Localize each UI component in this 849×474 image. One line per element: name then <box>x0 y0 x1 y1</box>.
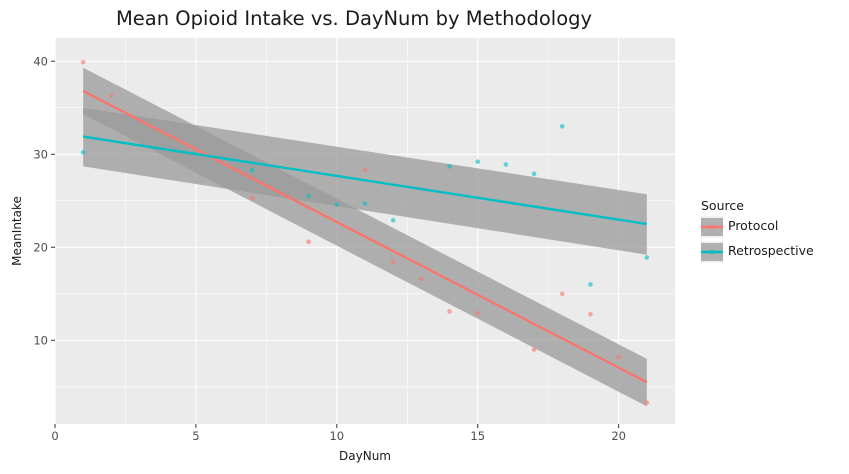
x-tick-label: 5 <box>192 429 199 443</box>
fit-line <box>82 135 648 226</box>
legend-label: Retrospective <box>728 243 814 258</box>
legend-key <box>701 241 723 263</box>
data-point <box>390 259 396 265</box>
fit-line <box>82 89 648 384</box>
data-point <box>531 347 537 352</box>
data-point <box>306 193 311 199</box>
fit-lines <box>82 89 648 384</box>
data-point <box>559 291 565 297</box>
legend-label: Protocol <box>728 218 778 233</box>
y-tick-label: 40 <box>33 54 48 68</box>
x-tick-label: 0 <box>51 429 58 443</box>
axes: 0 5 10 15 20 10 20 30 40 <box>33 54 626 443</box>
data-point <box>644 400 650 405</box>
data-points <box>80 59 650 405</box>
data-point <box>503 162 509 167</box>
data-point <box>588 282 593 287</box>
data-point <box>475 311 481 316</box>
data-point <box>249 195 255 201</box>
data-point <box>390 218 396 223</box>
y-tick-label: 30 <box>33 147 48 161</box>
legend-key-point <box>709 224 715 230</box>
y-tick-label: 20 <box>33 240 48 254</box>
data-point <box>475 159 481 165</box>
data-point <box>447 164 452 169</box>
legend-key <box>701 216 723 238</box>
x-tick-label: 20 <box>611 429 626 443</box>
x-tick-label: 15 <box>470 429 485 443</box>
y-axis-title: MeanIntake <box>10 196 24 266</box>
data-point <box>616 354 621 360</box>
data-point <box>80 150 86 155</box>
data-point <box>362 167 368 173</box>
x-axis-title: DayNum <box>339 449 391 463</box>
data-point <box>588 311 593 317</box>
legend-title: Source <box>701 198 744 213</box>
data-point <box>559 124 565 129</box>
data-point <box>249 167 255 173</box>
x-tick-label: 10 <box>329 429 344 443</box>
chart-title: Mean Opioid Intake vs. DayNum by Methodo… <box>116 7 592 30</box>
data-point <box>80 59 86 65</box>
data-point <box>419 276 424 282</box>
legend: Source Protocol Retrospective <box>701 198 814 263</box>
data-point <box>334 202 340 207</box>
y-tick-label: 10 <box>33 333 48 347</box>
data-point <box>644 255 650 260</box>
data-point <box>306 239 311 244</box>
legend-key-point <box>709 249 715 255</box>
data-point <box>447 309 452 314</box>
data-point <box>531 171 537 177</box>
data-point <box>109 93 114 98</box>
data-point <box>362 201 368 206</box>
